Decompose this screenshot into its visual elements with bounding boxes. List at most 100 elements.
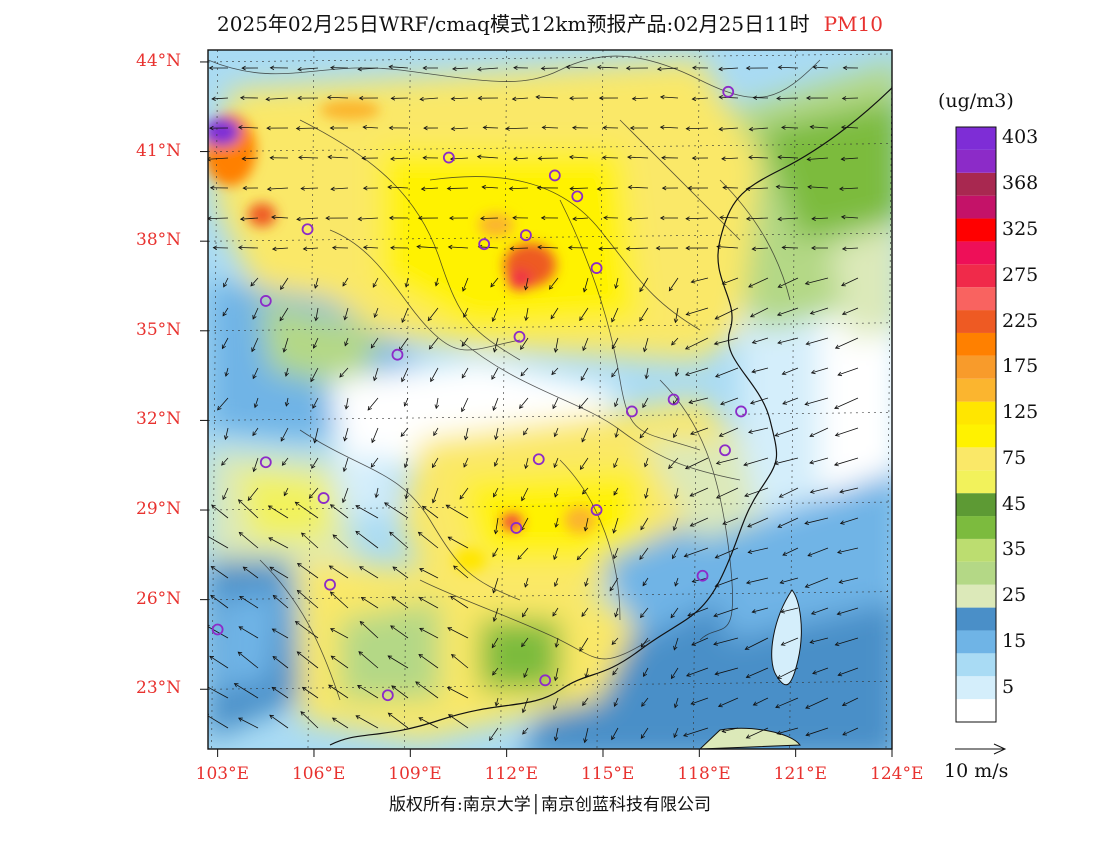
wind-arrow: [358, 651, 379, 669]
wind-arrow: [462, 277, 469, 292]
wind-arrow: [391, 596, 409, 609]
wind-arrow: [419, 568, 439, 579]
wind-arrow: [779, 577, 799, 585]
wind-arrow: [776, 667, 799, 679]
wind-arrow: [661, 185, 679, 191]
wind-arrow: [689, 487, 709, 497]
wind-arrow: [551, 367, 559, 376]
legend-swatch: [956, 310, 996, 333]
wind-arrow: [713, 337, 739, 346]
wind-arrow: [211, 96, 229, 101]
wind-arrow: [300, 186, 319, 191]
axis-ticks: [200, 61, 893, 757]
wind-arrow: [774, 427, 799, 437]
wind-arrow: [631, 96, 649, 101]
wind-arrow: [584, 577, 589, 587]
wind-arrow: [302, 246, 319, 251]
wind-arrow: [252, 427, 259, 437]
wind-arrow: [627, 216, 649, 222]
wind-arrow: [403, 397, 409, 407]
wind-arrow: [659, 94, 679, 100]
wind-arrow: [404, 277, 410, 288]
latitude-gridline: [208, 322, 892, 332]
wind-arrow: [811, 245, 829, 251]
wind-arrow: [613, 487, 619, 496]
wind-arrow: [656, 66, 679, 72]
wind-arrow: [668, 277, 679, 292]
wind-arrow: [392, 566, 409, 579]
wind-arrow: [522, 607, 529, 618]
wind-arrow: [683, 727, 709, 737]
wind-arrow: [312, 397, 319, 409]
legend-swatch: [956, 355, 996, 379]
longitude-gridline: [885, 50, 892, 749]
wind-arrow: [281, 457, 289, 466]
wind-arrow: [422, 155, 439, 161]
wind-arrow: [578, 397, 589, 410]
wind-arrow: [552, 697, 559, 711]
wind-arrow: [390, 625, 409, 639]
wind-arrow: [422, 65, 439, 71]
wind-arrow: [238, 626, 259, 639]
wind-arrow: [614, 607, 619, 618]
wind-arrow: [691, 96, 709, 102]
wind-arrow: [581, 607, 589, 617]
wind-arrow: [494, 697, 500, 707]
wind-arrow: [450, 126, 469, 132]
wind-arrow: [389, 531, 409, 549]
wind-arrow: [689, 517, 709, 527]
wind-arrow: [492, 607, 499, 622]
wind-arrow: [247, 487, 259, 501]
coastline: [329, 87, 892, 746]
wind-arrow: [834, 427, 859, 437]
legend-label: 15: [1002, 629, 1027, 652]
wind-arrow: [840, 214, 859, 220]
wind-arrow: [341, 487, 349, 504]
wind-arrow: [222, 487, 229, 501]
wind-arrow: [611, 307, 619, 323]
wind-arrow: [223, 277, 229, 288]
wind-arrow: [242, 566, 259, 579]
wind-arrow: [687, 185, 709, 191]
wind-arrow: [222, 307, 229, 317]
wind-arrow: [809, 637, 829, 644]
wind-arrow: [480, 216, 499, 221]
wind-arrow: [329, 591, 349, 609]
wind-arrow: [745, 65, 769, 71]
wind-arrow: [387, 655, 409, 669]
wind-arrow: [639, 307, 649, 322]
wind-arrow: [280, 427, 289, 442]
wind-arrow: [434, 277, 439, 287]
wind-arrow: [522, 727, 529, 735]
wind-arrow: [210, 594, 229, 609]
wind-arrow: [639, 277, 649, 293]
wind-arrow: [806, 95, 829, 101]
wind-arrow: [511, 96, 529, 102]
legend-swatch: [956, 470, 996, 494]
wind-arrow: [716, 244, 739, 250]
latitude-gridline: [208, 501, 892, 511]
wind-arrow: [688, 397, 709, 405]
legend-frame: [955, 126, 997, 723]
wind-arrow: [450, 96, 469, 101]
wind-arrow: [208, 536, 229, 549]
wind-arrow: [331, 245, 349, 250]
legend-swatch: [956, 584, 996, 608]
wind-arrow: [461, 367, 469, 379]
wind-arrow: [685, 216, 709, 221]
wind-arrow: [809, 307, 829, 315]
vector-scale-arrow: [955, 743, 1007, 755]
wind-arrow: [524, 307, 529, 322]
wind-arrow: [576, 547, 589, 561]
wind-arrow: [777, 517, 799, 528]
legend-label: 368: [1002, 172, 1039, 195]
wind-arrow: [748, 126, 769, 132]
wind-arrow: [372, 277, 379, 288]
wind-arrow: [513, 156, 529, 162]
wind-arrow: [601, 155, 619, 160]
wind-arrow: [211, 504, 229, 519]
wind-arrow: [609, 577, 619, 592]
wind-arrow: [810, 607, 829, 615]
wind-arrow: [778, 487, 799, 498]
wind-arrow: [520, 337, 529, 351]
